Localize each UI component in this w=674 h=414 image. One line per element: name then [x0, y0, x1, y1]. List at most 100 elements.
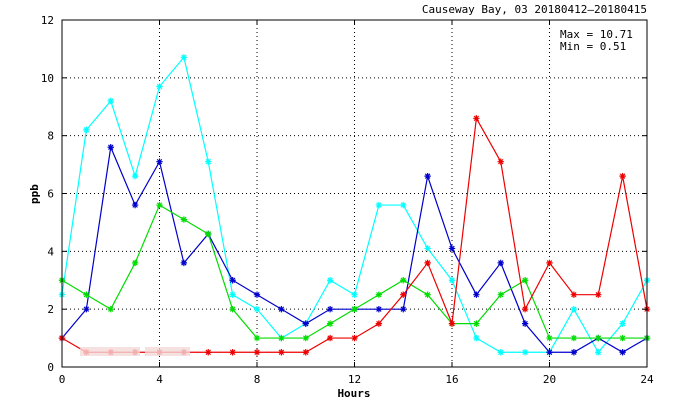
chart-title: Causeway Bay, 03 20180412–20180415 — [422, 3, 647, 16]
y-tick-label: 8 — [47, 130, 54, 143]
data-point — [375, 201, 383, 209]
watermark-block-1 — [80, 347, 140, 356]
x-tick-label: 0 — [59, 373, 66, 386]
data-point — [473, 334, 480, 342]
series-line — [61, 204, 647, 339]
y-tick-label: 0 — [47, 361, 54, 374]
data-point — [595, 334, 602, 342]
data-point — [448, 245, 456, 252]
data-point — [278, 334, 285, 342]
y-tick-label: 12 — [41, 14, 54, 27]
data-point — [156, 201, 163, 209]
data-point — [326, 305, 334, 313]
data-point — [595, 349, 602, 356]
data-point — [107, 305, 114, 313]
data-point — [131, 259, 139, 267]
watermark — [80, 347, 190, 356]
data-point — [375, 320, 383, 327]
data-point — [497, 291, 504, 298]
series-line — [61, 116, 648, 353]
x-tick-label: 4 — [156, 373, 163, 386]
data-point — [546, 349, 553, 356]
data-point — [326, 277, 334, 284]
data-point — [521, 277, 529, 284]
y-axis-title: ppb — [28, 184, 41, 204]
data-point — [546, 259, 553, 267]
min-stat: Min = 0.51 — [560, 40, 626, 53]
data-point — [156, 158, 163, 165]
x-tick-label: 12 — [348, 373, 361, 386]
data-point — [302, 349, 309, 356]
data-point — [619, 172, 626, 180]
data-point — [107, 144, 114, 151]
y-tick-label: 10 — [41, 72, 54, 85]
data-point — [400, 277, 407, 284]
data-point — [619, 334, 626, 342]
data-point — [253, 334, 261, 342]
data-point — [473, 320, 480, 327]
data-point — [302, 320, 309, 327]
data-point — [180, 54, 188, 61]
data-point — [326, 334, 334, 342]
y-tick-label: 4 — [47, 245, 54, 258]
max-stat: Max = 10.71 — [560, 28, 633, 41]
data-point — [595, 291, 602, 298]
data-point — [400, 201, 407, 209]
data-point — [83, 126, 90, 134]
x-axis-title: Hours — [337, 387, 370, 400]
data-point — [253, 305, 261, 313]
data-point — [83, 291, 90, 298]
x-tick-label: 24 — [640, 373, 654, 386]
data-point — [278, 349, 285, 356]
x-tick-label: 16 — [445, 373, 458, 386]
data-point — [619, 349, 626, 356]
data-point — [546, 334, 553, 342]
data-point — [351, 334, 358, 342]
data-point — [375, 291, 383, 298]
data-point — [278, 305, 285, 313]
data-point — [180, 259, 188, 267]
data-point — [229, 277, 236, 284]
y-tick-label: 6 — [47, 188, 54, 201]
data-point — [253, 349, 261, 356]
data-point — [131, 172, 139, 180]
data-point — [448, 277, 456, 284]
data-point — [497, 158, 504, 165]
data-point — [448, 320, 456, 327]
data-point — [205, 230, 212, 238]
series-line — [61, 145, 648, 353]
data-point — [400, 305, 407, 313]
data-point — [424, 172, 431, 180]
data-point — [205, 349, 212, 356]
data-point — [424, 259, 431, 267]
data-point — [229, 349, 236, 356]
grid-layer — [62, 20, 647, 367]
data-point — [521, 320, 529, 327]
watermark-block-2 — [145, 347, 190, 356]
series-1 — [58, 144, 651, 356]
data-point — [570, 305, 578, 313]
series-3 — [58, 115, 651, 356]
data-point — [326, 320, 334, 327]
data-point — [229, 291, 236, 298]
data-point — [180, 216, 188, 223]
data-point — [619, 320, 626, 327]
data-point — [521, 305, 529, 313]
data-point — [424, 291, 431, 298]
data-point — [521, 349, 529, 356]
data-point — [473, 291, 480, 298]
data-point — [375, 305, 383, 313]
data-point — [131, 201, 139, 209]
data-point — [253, 291, 261, 298]
data-point — [400, 291, 407, 298]
data-point — [570, 349, 578, 356]
data-point — [156, 83, 163, 90]
series-2 — [58, 201, 651, 342]
data-point — [424, 245, 431, 252]
data-point — [473, 115, 480, 122]
data-point — [351, 291, 358, 298]
data-point — [570, 291, 578, 298]
